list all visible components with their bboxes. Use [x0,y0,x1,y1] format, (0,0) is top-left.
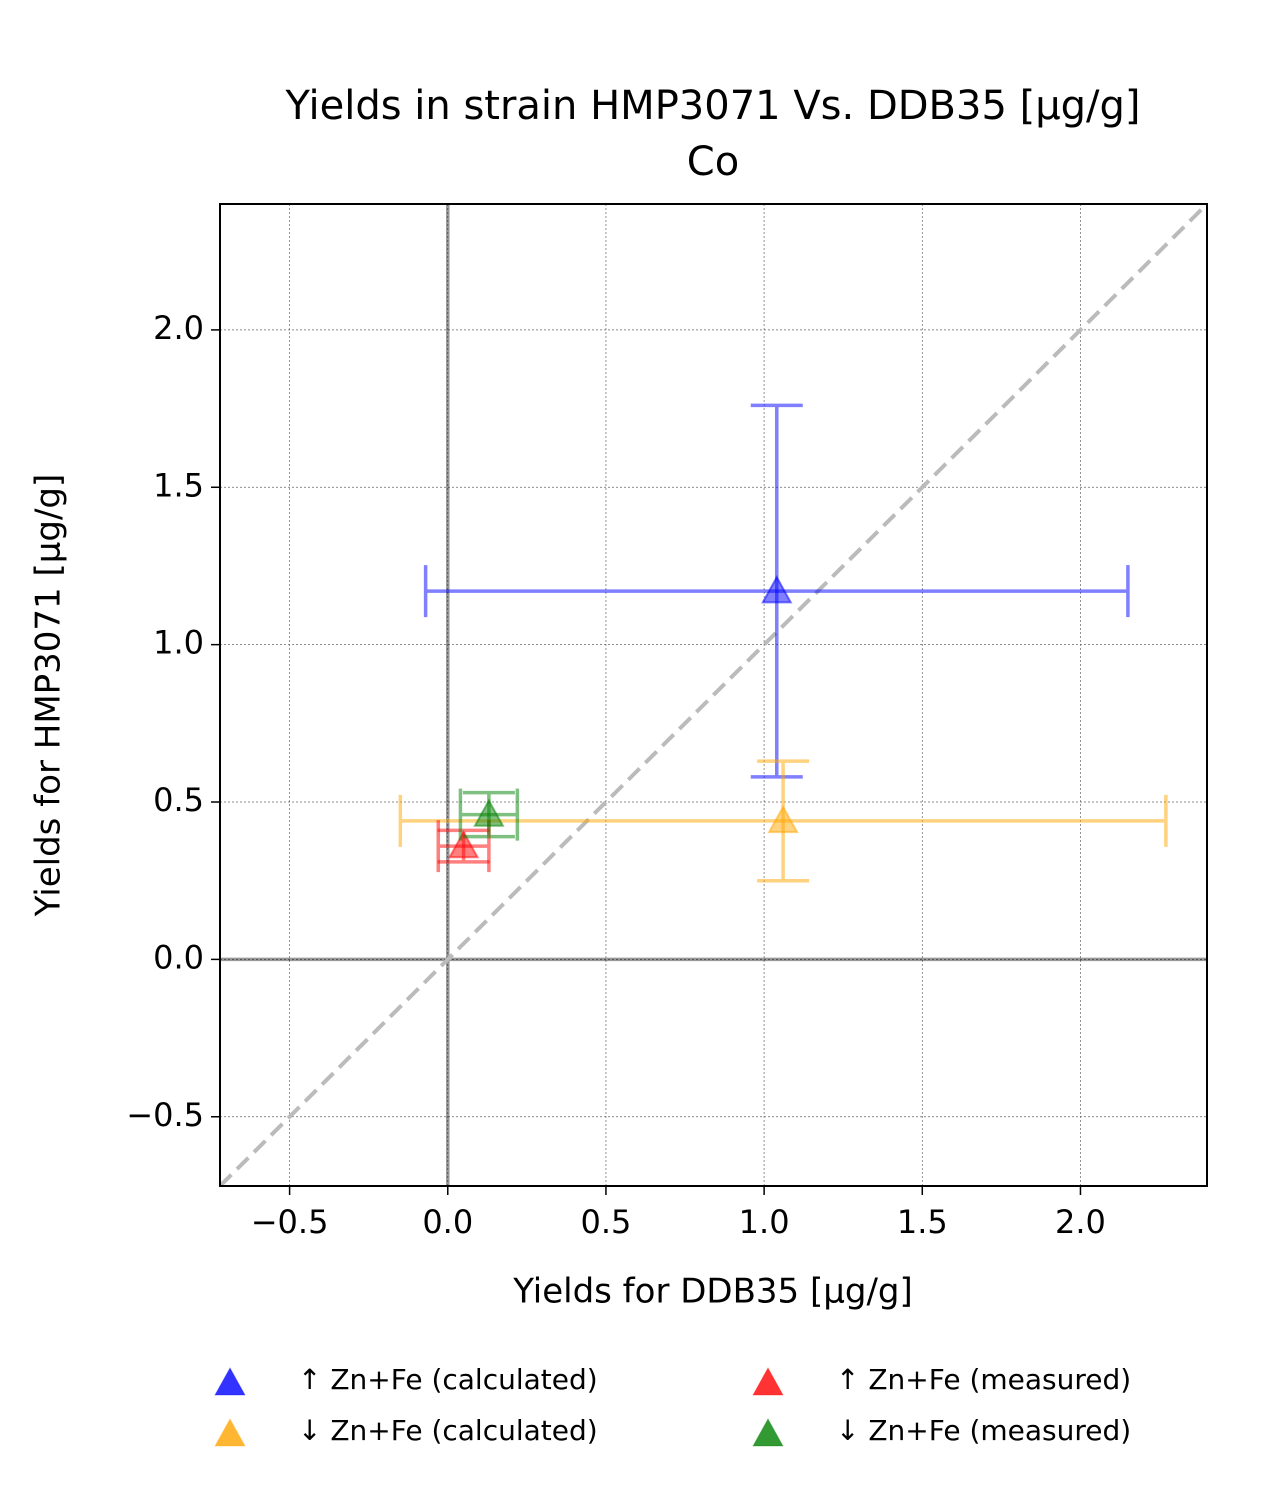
y-tick-label: 1.5 [153,466,204,504]
diagonal-line [220,204,1207,1186]
marker [447,830,480,859]
x-axis-label: Yields for DDB35 [µg/g] [512,1272,913,1312]
x-tick-label: 2.0 [1055,1203,1106,1241]
x-tick-label: 0.0 [422,1203,473,1241]
chart-subtitle: Co [687,139,739,185]
y-tick-label: 0.5 [153,781,204,819]
legend-label: ↑ Zn+Fe (measured) [836,1363,1131,1396]
y-tick-label: 1.0 [153,624,204,662]
marker [767,804,799,834]
legend-marker [214,1417,246,1447]
legend-label: ↓ Zn+Fe (calculated) [298,1414,598,1447]
chart-title: Yields in strain HMP3071 Vs. DDB35 [µg/g… [284,83,1140,129]
marker [473,798,505,827]
legend-label: ↓ Zn+Fe (measured) [836,1414,1131,1447]
plot-area [220,204,1207,1186]
x-tick-label: −0.5 [251,1203,329,1241]
x-tick-label: 0.5 [580,1203,631,1241]
y-tick-label: 0.0 [153,938,204,976]
legend-marker [752,1417,784,1447]
marker [761,575,793,604]
plot-frame [219,203,1208,1187]
x-tick-label: 1.5 [897,1203,948,1241]
y-tick-label: 2.0 [153,309,204,347]
legend-marker [214,1366,246,1396]
legend-marker [752,1366,784,1396]
y-tick-label: −0.5 [126,1096,204,1134]
legend-label: ↑ Zn+Fe (calculated) [298,1363,598,1396]
x-tick-label: 1.0 [739,1203,790,1241]
y-axis-label: Yields for HMP3071 [µg/g] [29,474,69,918]
